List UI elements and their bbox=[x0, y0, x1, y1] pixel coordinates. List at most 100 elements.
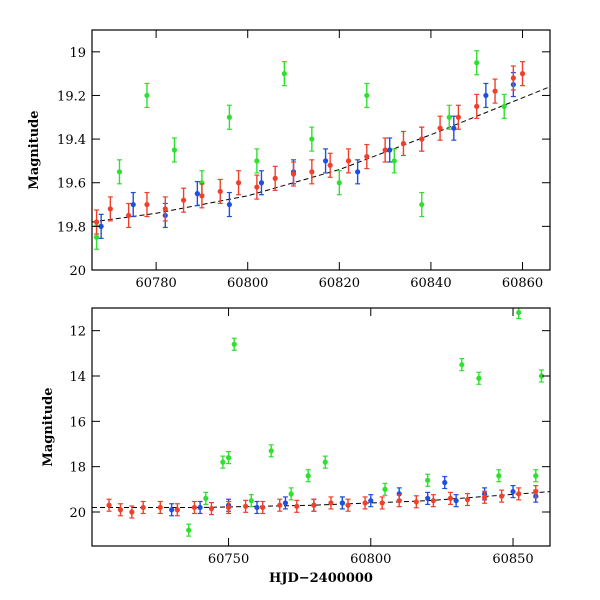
top-green-point bbox=[391, 148, 397, 174]
top-red-point bbox=[126, 202, 132, 229]
bottom-y-tick-label: 20 bbox=[69, 506, 86, 521]
bottom-blue-point bbox=[510, 485, 516, 499]
bottom-green-point bbox=[496, 469, 502, 483]
top-red-point bbox=[107, 196, 113, 222]
bottom-x-tick-label: 60850 bbox=[492, 552, 533, 567]
top-blue-point bbox=[322, 148, 329, 174]
top-green-point bbox=[419, 191, 425, 218]
bottom-green-point bbox=[459, 358, 465, 372]
top-green-point bbox=[364, 82, 370, 109]
bottom-red-point bbox=[379, 496, 385, 510]
top-green-point bbox=[171, 137, 178, 163]
top-y-tick-label: 19 bbox=[69, 46, 86, 61]
bottom-green-point bbox=[425, 473, 431, 487]
top-red-point bbox=[492, 78, 498, 104]
bottom-red-point bbox=[174, 503, 180, 517]
top-red-point bbox=[309, 159, 315, 185]
bottom-red-point bbox=[157, 500, 163, 515]
top-y-tick-label: 19.6 bbox=[57, 177, 86, 192]
bottom-green-point bbox=[231, 337, 237, 351]
bottom-red-point bbox=[396, 494, 402, 508]
top-red-point bbox=[419, 126, 425, 152]
top-red-point bbox=[437, 115, 443, 141]
bottom-green-point bbox=[533, 469, 539, 483]
bottom-red-point bbox=[260, 500, 266, 515]
top-red-point bbox=[327, 152, 333, 178]
top-blue-point bbox=[226, 191, 232, 218]
bottom-y-tick-label: 12 bbox=[69, 325, 86, 340]
bottom-red-point bbox=[345, 498, 351, 512]
top-axes: 60780 60800 60820 60840 60860 19 19.2 19.4 19.6 1… bbox=[57, 30, 550, 291]
bottom-axes: 60750 60800 60850 12 14 16 18 20 bbox=[69, 308, 550, 567]
top-red-point bbox=[272, 165, 278, 191]
top-red-point bbox=[364, 143, 370, 170]
top-red-point bbox=[235, 170, 242, 196]
top-red-point bbox=[519, 61, 526, 87]
top-blue-point bbox=[194, 181, 200, 207]
bottom-blue-point bbox=[282, 496, 289, 510]
top-x-tick-label: 60800 bbox=[227, 276, 268, 291]
top-red-point bbox=[199, 183, 205, 209]
bottom-x-axis-title: HJD−2400000 bbox=[269, 571, 373, 586]
bottom-green-point bbox=[476, 371, 482, 385]
top-red-point bbox=[290, 161, 297, 187]
top-y-tick-label: 19.4 bbox=[57, 133, 86, 148]
top-blue-point bbox=[355, 159, 361, 185]
bottom-y-tick-label: 18 bbox=[69, 461, 86, 476]
bottom-red-point bbox=[277, 498, 283, 512]
bottom-red-point bbox=[447, 491, 454, 505]
bottom-red-point bbox=[225, 500, 232, 515]
top-y-tick-label: 19.8 bbox=[57, 220, 86, 235]
bottom-y-tick-label: 16 bbox=[69, 415, 86, 430]
top-blue-point bbox=[451, 115, 457, 141]
bottom-red-point bbox=[430, 494, 436, 508]
bottom-red-point bbox=[117, 503, 124, 517]
bottom-blue-point bbox=[368, 494, 374, 508]
bottom-x-tick-label: 60800 bbox=[350, 552, 391, 567]
top-x-tick-label: 60780 bbox=[135, 276, 176, 291]
top-x-tick-label: 60840 bbox=[410, 276, 451, 291]
top-green-point bbox=[474, 50, 480, 76]
bottom-red-point bbox=[464, 492, 471, 507]
top-trend-line bbox=[92, 86, 550, 223]
top-green-point bbox=[446, 104, 452, 130]
bottom-y-tick-label: 14 bbox=[69, 370, 86, 385]
top-y-tick-label: 19.2 bbox=[57, 89, 86, 104]
bottom-red-point bbox=[362, 496, 368, 510]
bottom-green-point bbox=[538, 369, 545, 383]
top-green-point bbox=[281, 61, 287, 87]
top-red-point bbox=[181, 187, 187, 213]
bottom-green-point bbox=[382, 482, 388, 496]
top-plot-frame bbox=[91, 29, 551, 271]
bottom-green-point bbox=[203, 491, 209, 505]
bottom-blue-point bbox=[254, 500, 260, 515]
bottom-y-axis-title: Magnitude bbox=[41, 387, 56, 466]
bottom-red-point bbox=[311, 498, 317, 512]
top-green-point bbox=[336, 170, 342, 196]
top-blue-point bbox=[98, 213, 104, 239]
top-blue-point bbox=[130, 191, 136, 218]
bottom-panel: 60750 60800 60850 12 14 16 18 20 Magnitude HJD−… bbox=[41, 307, 551, 586]
top-red-point bbox=[162, 196, 168, 222]
top-red-point bbox=[510, 65, 516, 91]
bottom-green-point bbox=[305, 469, 311, 483]
top-x-tick-label: 60820 bbox=[319, 276, 360, 291]
top-green-point bbox=[254, 148, 260, 174]
bottom-red-point bbox=[243, 499, 249, 513]
bottom-red-point bbox=[140, 500, 146, 515]
bottom-plot-area bbox=[92, 308, 550, 537]
bottom-red-point bbox=[328, 496, 334, 510]
bottom-blue-point bbox=[197, 500, 203, 515]
bottom-green-point bbox=[186, 523, 192, 537]
bottom-blue-point bbox=[169, 503, 175, 517]
top-panel: 60780 60800 60820 60840 60860 19 19.2 19.4 19.6 1… bbox=[27, 29, 551, 291]
bottom-red-point bbox=[294, 499, 300, 513]
top-red-point bbox=[382, 137, 388, 163]
top-red-point bbox=[93, 209, 100, 235]
top-green-point bbox=[501, 93, 507, 119]
top-red-point bbox=[345, 148, 352, 174]
bottom-green-point bbox=[322, 455, 328, 469]
bottom-blue-point bbox=[339, 496, 345, 510]
top-plot-area bbox=[92, 50, 550, 250]
bottom-green-point bbox=[220, 455, 226, 469]
